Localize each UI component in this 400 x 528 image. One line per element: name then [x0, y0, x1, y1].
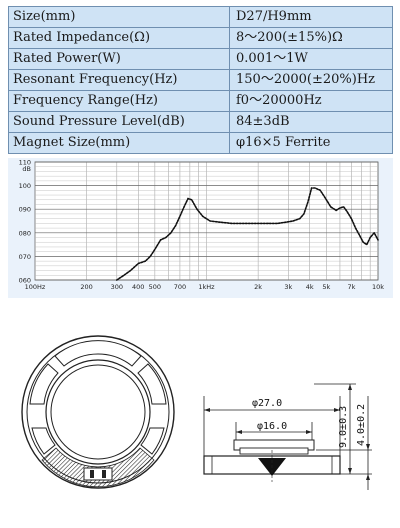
x-tick-label: 400	[132, 283, 144, 291]
spec-label: Magnet Size(mm)	[8, 132, 230, 154]
response-point	[346, 210, 348, 213]
x-tick-label: 5k	[322, 283, 330, 291]
response-point	[314, 187, 316, 189]
y-tick-label: 080	[19, 229, 31, 237]
response-point	[191, 199, 193, 201]
response-point	[149, 255, 151, 257]
x-tick-label: 700	[174, 283, 186, 291]
spec-value: 8～200(±15%)Ω	[229, 27, 393, 49]
x-tick-label: 200	[80, 283, 92, 291]
spec-label: Sound Pressure Level(dB)	[8, 111, 230, 133]
speaker-side-view: φ27.0 φ16.0 9.0±0.3	[203, 383, 372, 490]
x-tick-label: 7k	[347, 283, 355, 291]
x-tick-label: 100Hz	[25, 283, 46, 291]
response-point	[319, 189, 321, 191]
response-point	[165, 236, 167, 239]
spec-row: Size(mm) D27/H9mm	[8, 6, 393, 28]
spec-row: Magnet Size(mm) φ16×5 Ferrite	[8, 132, 393, 154]
response-point	[285, 221, 287, 223]
response-point	[292, 220, 294, 222]
spec-value: 84±3dB	[229, 111, 393, 133]
response-point	[144, 260, 146, 262]
spec-value: φ16×5 Ferrite	[229, 132, 393, 154]
response-point	[174, 225, 177, 227]
response-point	[339, 207, 341, 209]
response-point	[324, 196, 326, 198]
x-tick-label: 4k	[306, 283, 314, 291]
response-point	[160, 239, 162, 241]
response-point	[187, 197, 189, 200]
x-tick-label: 2k	[254, 283, 262, 291]
response-point	[179, 215, 181, 217]
outer-diameter-label: φ27.0	[252, 398, 282, 409]
spec-label: Rated Power(W)	[8, 48, 230, 70]
response-point	[369, 236, 371, 239]
response-point	[129, 269, 132, 272]
height-label: 9.0±0.3	[338, 406, 349, 448]
x-tick-label: 1kHz	[198, 283, 215, 291]
response-point	[219, 221, 221, 223]
spec-row: Resonant Frequency(Hz) 150～2000(±20%)Hz	[8, 69, 393, 91]
response-point	[362, 241, 364, 243]
spec-label: Frequency Range(Hz)	[8, 90, 230, 112]
spec-label: Rated Impedance(Ω)	[8, 27, 230, 49]
response-point	[358, 234, 361, 236]
response-point	[335, 209, 337, 211]
spec-row: Rated Impedance(Ω) 8～200(±15%)Ω	[8, 27, 393, 49]
response-point	[267, 222, 270, 224]
y-tick-label: 070	[19, 253, 31, 261]
x-tick-label: 10k	[372, 283, 384, 291]
response-point	[354, 227, 357, 229]
response-point	[299, 218, 301, 220]
response-point	[123, 274, 125, 276]
speaker-top-view	[21, 335, 175, 489]
response-point	[350, 218, 353, 220]
response-line	[116, 187, 379, 281]
response-point	[116, 279, 118, 281]
spec-label: Resonant Frequency(Hz)	[8, 69, 230, 91]
x-tick-label: 500	[149, 283, 161, 291]
spec-table: Size(mm) D27/H9mm Rated Impedance(Ω) 8～200(…	[8, 6, 393, 154]
y-tick-label: 100	[19, 182, 31, 190]
spec-value: D27/H9mm	[229, 6, 393, 28]
response-point	[196, 208, 198, 210]
magnet-height-label: 4.0±0.2	[356, 404, 367, 446]
response-point	[183, 206, 185, 208]
y-tick-label: 060	[19, 277, 31, 285]
response-point	[373, 232, 375, 234]
spec-row: Frequency Range(Hz) f0～20000Hz	[8, 90, 393, 112]
response-point	[366, 244, 368, 246]
y-tick-label: 110	[19, 159, 31, 167]
response-point	[230, 222, 233, 224]
response-point	[202, 215, 204, 217]
response-point	[307, 201, 309, 203]
response-point	[257, 222, 259, 224]
spec-row: Rated Power(W) 0.001～1W	[8, 48, 393, 70]
spec-row: Sound Pressure Level(dB) 84±3dB	[8, 111, 393, 133]
spec-value: 150～2000(±20%)Hz	[229, 69, 393, 91]
y-axis-label: dB	[22, 165, 31, 173]
response-point	[342, 206, 345, 208]
response-point	[330, 206, 332, 208]
response-point	[310, 187, 313, 189]
response-point	[245, 222, 247, 224]
response-point	[154, 248, 156, 250]
x-tick-label: 300	[111, 283, 123, 291]
spec-label: Size(mm)	[8, 6, 230, 28]
spec-value: f0～20000Hz	[229, 90, 393, 112]
y-tick-label: 090	[19, 206, 31, 214]
response-point	[137, 262, 139, 265]
spec-value: 0.001～1W	[229, 48, 393, 70]
x-tick-label: 3k	[284, 283, 292, 291]
response-point	[377, 239, 379, 241]
response-point	[170, 232, 172, 234]
response-point	[277, 222, 279, 224]
inner-diameter-label: φ16.0	[257, 421, 287, 432]
response-point	[209, 220, 211, 222]
frequency-response-chart: 060 070 080 090 100 110 dB 100Hz 200 300 400 500 700…	[8, 158, 393, 298]
mechanical-drawing-area: φ27.0 φ16.0 9.0±0.3	[0, 300, 400, 524]
response-point	[303, 213, 305, 215]
